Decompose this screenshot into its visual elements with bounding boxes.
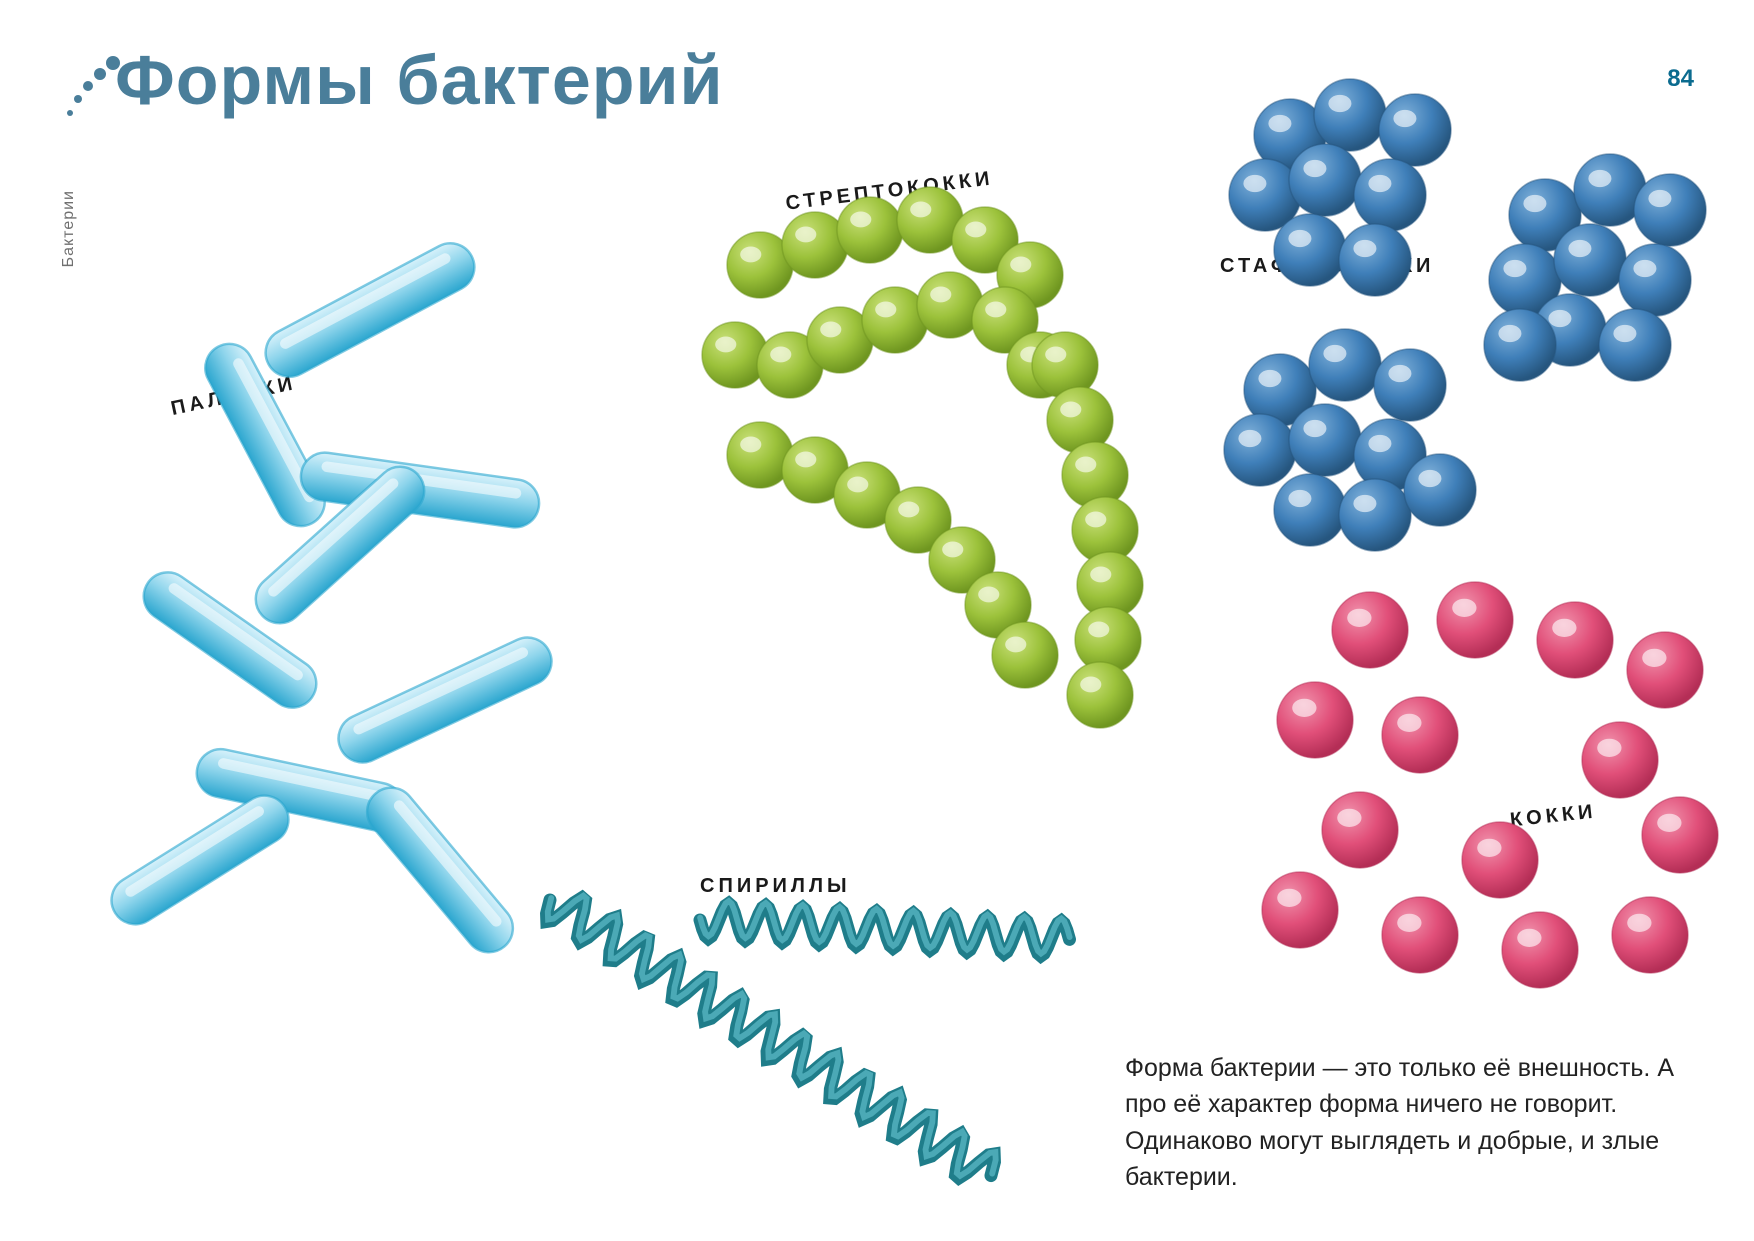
coccus-icon xyxy=(1062,442,1128,508)
coccus-icon xyxy=(1382,897,1458,973)
coccus-icon xyxy=(862,287,928,353)
coccus-icon xyxy=(1437,582,1513,658)
coccus-icon xyxy=(1379,94,1451,166)
cocci-group xyxy=(1262,582,1718,988)
coccus-icon xyxy=(1274,474,1346,546)
coccus-icon xyxy=(1322,792,1398,868)
coccus-icon xyxy=(1277,682,1353,758)
coccus-icon xyxy=(992,622,1058,688)
coccus-icon xyxy=(782,212,848,278)
rod-icon xyxy=(197,335,333,534)
coccus-icon xyxy=(1229,159,1301,231)
coccus-icon xyxy=(1077,552,1143,618)
coccus-icon xyxy=(1262,872,1338,948)
coccus-icon xyxy=(702,322,768,388)
body-text: Форма бактерии — это только её внешность… xyxy=(1125,1050,1685,1195)
coccus-icon xyxy=(1224,414,1296,486)
staph-group xyxy=(1224,79,1706,551)
coccus-icon xyxy=(1489,244,1561,316)
coccus-icon xyxy=(1332,592,1408,668)
coccus-icon xyxy=(1254,99,1326,171)
coccus-icon xyxy=(972,287,1038,353)
coccus-icon xyxy=(1032,332,1098,398)
coccus-icon xyxy=(1509,179,1581,251)
coccus-icon xyxy=(1047,387,1113,453)
coccus-icon xyxy=(1007,332,1073,398)
label-staph: СТАФИЛОКОККИ xyxy=(1220,255,1434,278)
rod-icon xyxy=(102,787,297,934)
coccus-icon xyxy=(1484,309,1556,381)
title-dot-trail xyxy=(60,50,120,120)
coccus-icon xyxy=(757,332,823,398)
rod-icon xyxy=(331,630,560,771)
rod-icon xyxy=(298,450,542,531)
coccus-icon xyxy=(1627,632,1703,708)
spirilla-group xyxy=(539,881,1070,1192)
rod-icon xyxy=(134,563,325,717)
coccus-icon xyxy=(1339,479,1411,551)
spirillum-icon xyxy=(539,881,1002,1192)
coccus-icon xyxy=(929,527,995,593)
rod-icon xyxy=(192,745,407,836)
side-category-label: Бактерии xyxy=(60,190,78,267)
coccus-icon xyxy=(1289,404,1361,476)
rod-icon xyxy=(246,457,434,633)
coccus-icon xyxy=(1354,419,1426,491)
coccus-icon xyxy=(997,242,1063,308)
rod-icon xyxy=(357,778,522,962)
coccus-icon xyxy=(1462,822,1538,898)
coccus-icon xyxy=(1072,497,1138,563)
coccus-icon xyxy=(807,307,873,373)
coccus-icon xyxy=(1612,897,1688,973)
coccus-icon xyxy=(917,272,983,338)
coccus-icon xyxy=(1599,309,1671,381)
label-rods: ПАЛОЧКИ xyxy=(169,372,298,421)
coccus-icon xyxy=(1404,454,1476,526)
coccus-icon xyxy=(1554,224,1626,296)
coccus-icon xyxy=(1354,159,1426,231)
spirillum-icon xyxy=(699,900,1070,958)
page-number: 84 xyxy=(1667,65,1694,93)
coccus-icon xyxy=(1309,329,1381,401)
coccus-icon xyxy=(1642,797,1718,873)
coccus-icon xyxy=(1289,144,1361,216)
coccus-icon xyxy=(727,232,793,298)
coccus-icon xyxy=(727,422,793,488)
coccus-icon xyxy=(952,207,1018,273)
label-spirilla: СПИРИЛЛЫ xyxy=(700,875,851,898)
coccus-icon xyxy=(1534,294,1606,366)
coccus-icon xyxy=(1634,174,1706,246)
coccus-icon xyxy=(1374,349,1446,421)
coccus-icon xyxy=(1314,79,1386,151)
rod-icon xyxy=(257,235,483,385)
rods-group xyxy=(102,235,559,962)
coccus-icon xyxy=(1619,244,1691,316)
coccus-icon xyxy=(1244,354,1316,426)
coccus-icon xyxy=(1382,697,1458,773)
coccus-icon xyxy=(1067,662,1133,728)
coccus-icon xyxy=(1075,607,1141,673)
strepto-group xyxy=(702,187,1143,728)
coccus-icon xyxy=(1574,154,1646,226)
coccus-icon xyxy=(1582,722,1658,798)
coccus-icon xyxy=(1537,602,1613,678)
page-title: Формы бактерий xyxy=(115,40,724,120)
label-strepto: СТРЕПТОКОККИ xyxy=(784,167,994,215)
coccus-icon xyxy=(834,462,900,528)
coccus-icon xyxy=(965,572,1031,638)
coccus-icon xyxy=(782,437,848,503)
coccus-icon xyxy=(1502,912,1578,988)
coccus-icon xyxy=(885,487,951,553)
label-cocci: КОККИ xyxy=(1509,801,1597,833)
